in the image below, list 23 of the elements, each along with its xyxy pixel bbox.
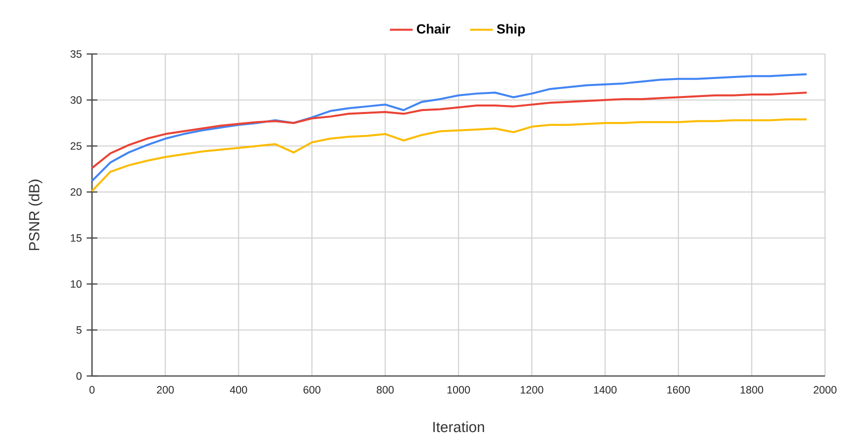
x-tick-label: 2000 xyxy=(814,386,836,394)
x-tick-label: 1600 xyxy=(667,386,690,394)
legend-label: Ship xyxy=(496,24,525,36)
x-tick-label: 400 xyxy=(230,386,248,394)
x-tick-label: 0 xyxy=(89,386,95,394)
y-tick-label: 5 xyxy=(76,326,82,334)
x-tick-label: 800 xyxy=(376,386,394,394)
x-tick-label: 1200 xyxy=(520,386,544,394)
x-axis-title: Iteration xyxy=(433,421,484,432)
y-tick-label: 25 xyxy=(70,142,82,150)
y-tick-label: 0 xyxy=(76,372,82,380)
y-tick-label: 15 xyxy=(70,234,82,242)
x-tick-label: 1400 xyxy=(594,386,617,394)
y-tick-label: 30 xyxy=(70,96,82,104)
x-tick-label: 1000 xyxy=(447,386,470,394)
x-tick-label: 200 xyxy=(156,386,174,394)
legend-label: Chair xyxy=(416,24,450,34)
y-tick-label: 35 xyxy=(70,50,82,58)
y-axis-title: PSNR (dB) xyxy=(28,180,42,250)
x-tick-label: 1800 xyxy=(740,386,764,394)
y-tick-label: 10 xyxy=(70,280,82,288)
y-tick-label: 20 xyxy=(70,188,82,196)
x-tick-label: 600 xyxy=(304,386,320,394)
